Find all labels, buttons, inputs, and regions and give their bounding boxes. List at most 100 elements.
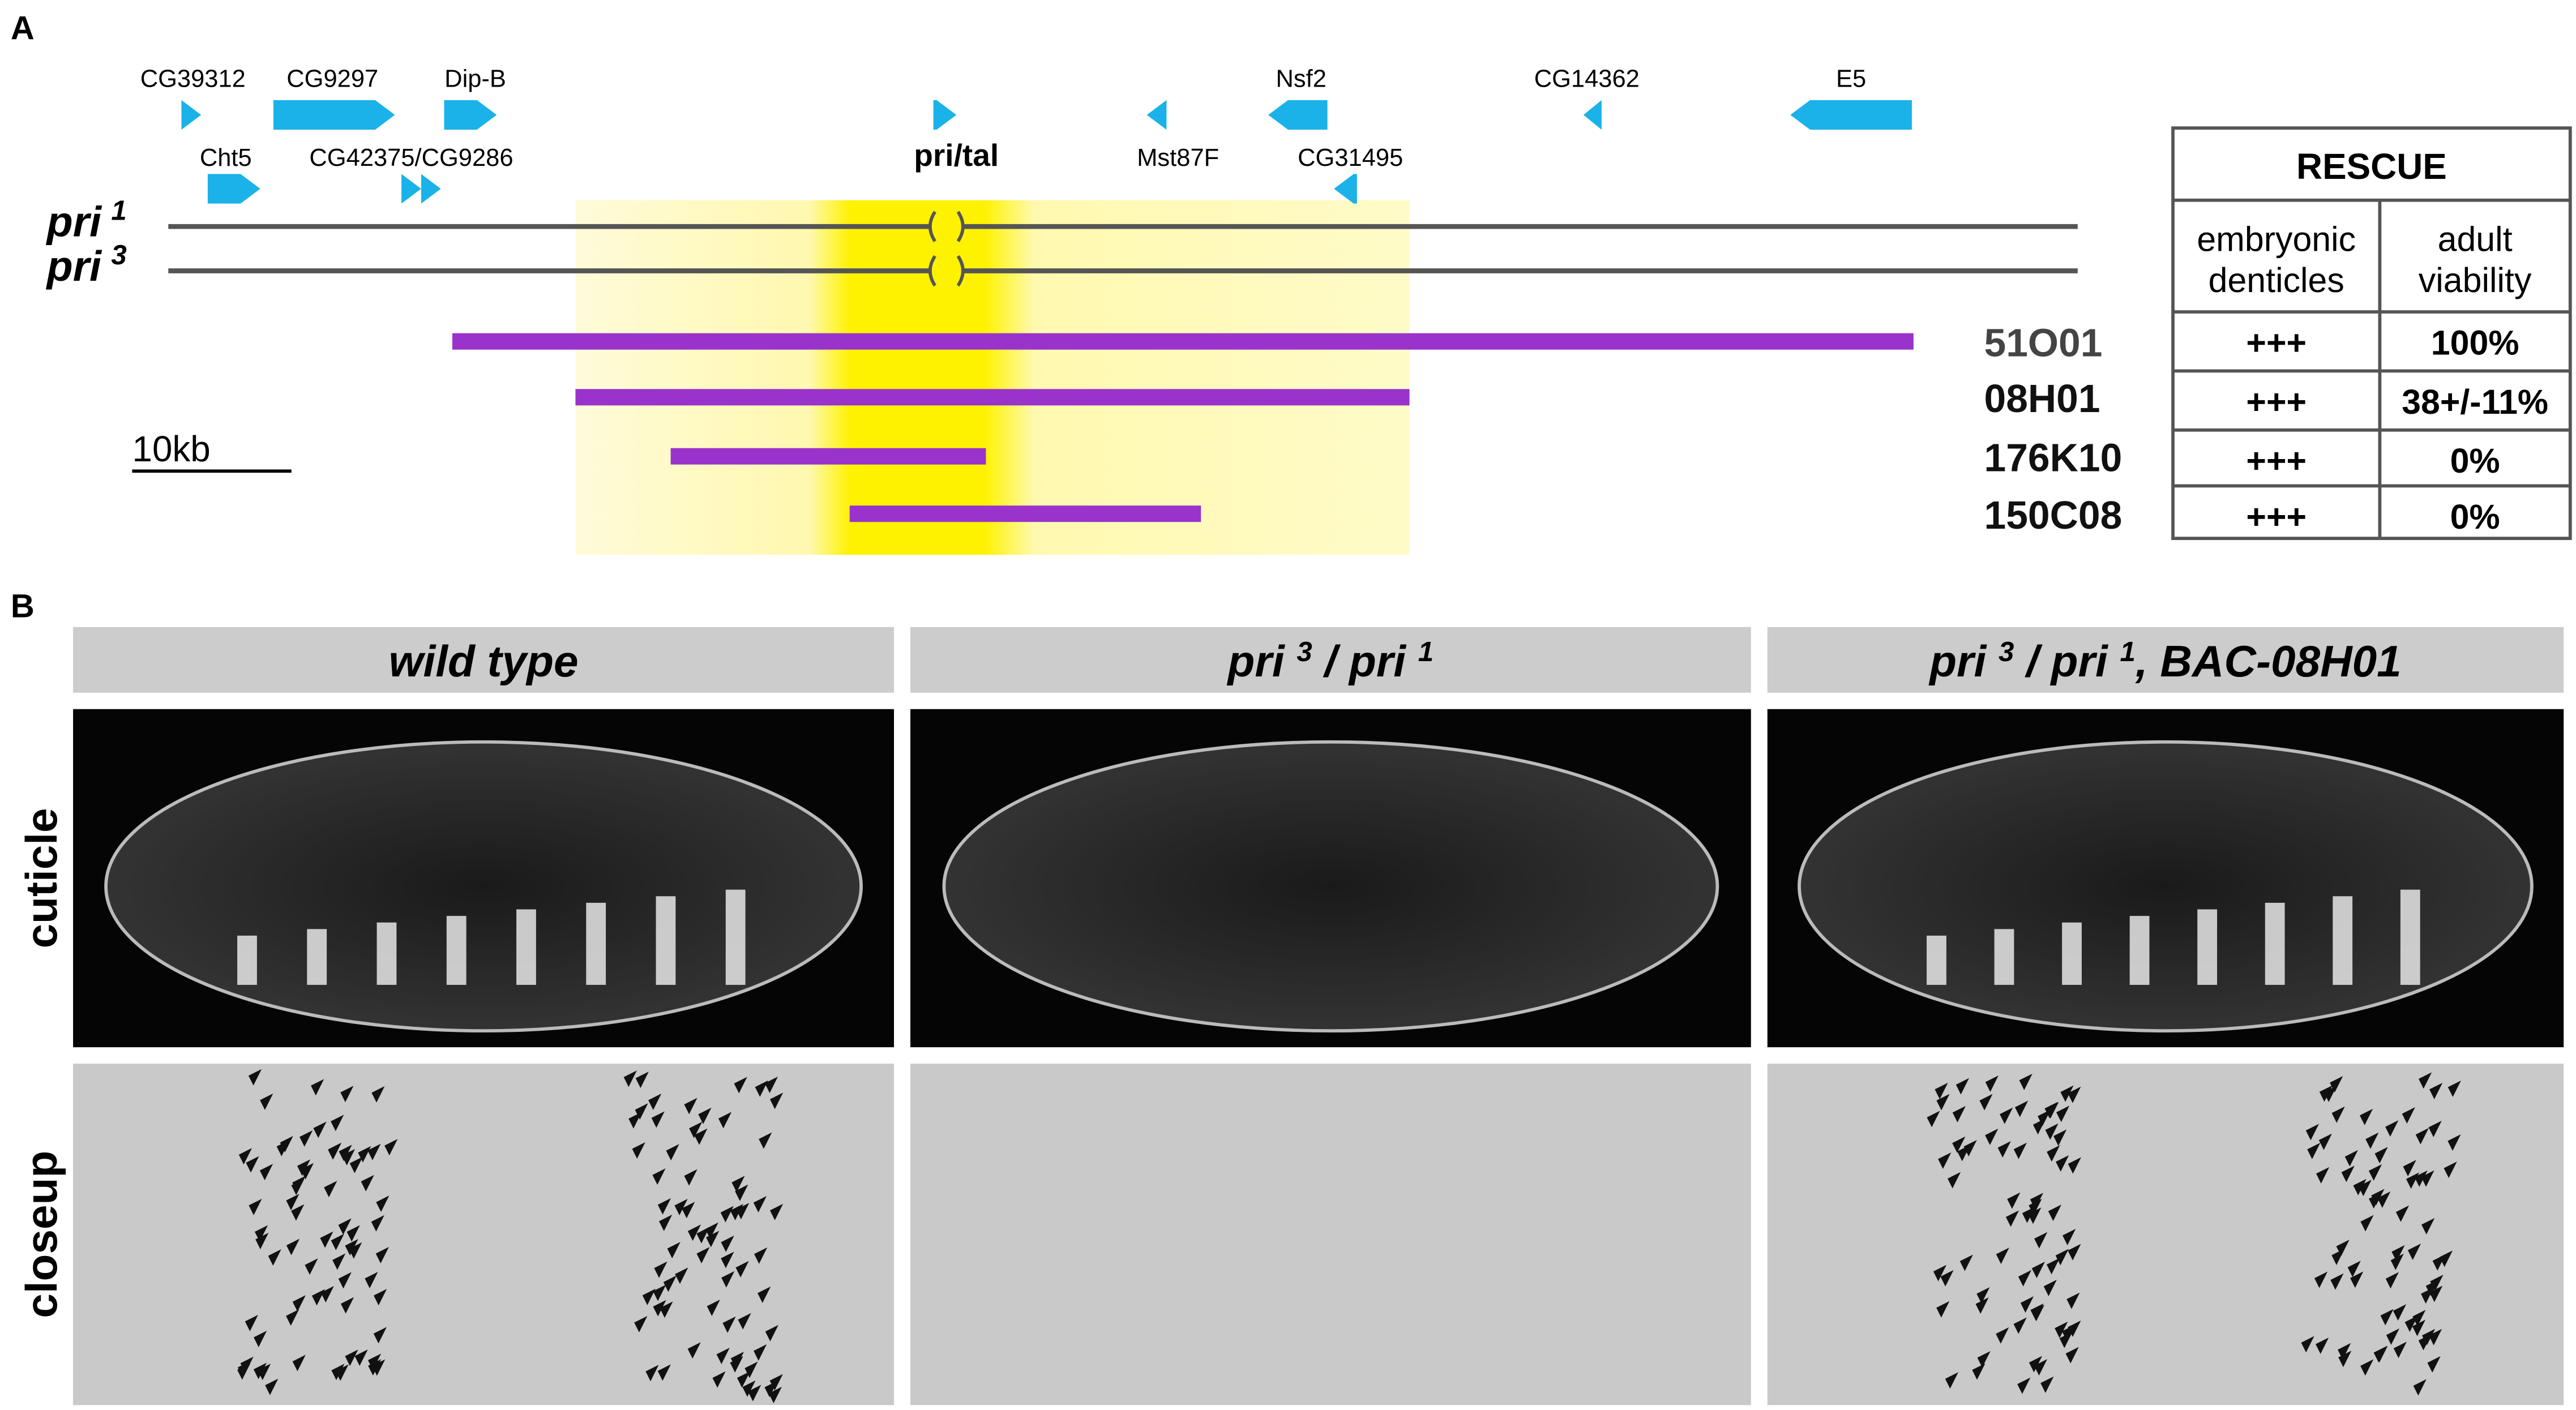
denticle — [254, 1331, 267, 1348]
denticle — [2429, 1082, 2443, 1099]
denticle — [245, 1314, 258, 1331]
table-cell: +++ — [2246, 498, 2307, 536]
denticle — [286, 1194, 299, 1211]
denticle — [2048, 1205, 2062, 1222]
denticle — [742, 1380, 756, 1397]
denticle — [2420, 1287, 2434, 1304]
denticle — [2427, 1356, 2441, 1373]
bac-label: 51O01 — [1984, 320, 2103, 365]
denticle — [1996, 1327, 2009, 1344]
denticle — [632, 1142, 645, 1159]
denticle — [1985, 1128, 1999, 1145]
denticle — [367, 1143, 381, 1160]
denticle — [722, 1316, 736, 1333]
denticle — [734, 1077, 747, 1094]
denticle — [292, 1295, 306, 1312]
title-text: wild type — [389, 636, 579, 686]
denticle — [712, 1371, 726, 1388]
denticle — [730, 1351, 744, 1368]
bac-label: 08H01 — [1984, 376, 2100, 421]
denticle — [373, 1327, 387, 1344]
denticle — [764, 1381, 778, 1398]
title-sup: 1 — [1418, 636, 1434, 667]
denticle — [2068, 1086, 2081, 1103]
denticle — [240, 1356, 254, 1373]
denticle — [623, 1070, 637, 1087]
denticle — [721, 1235, 734, 1252]
denticle — [718, 1112, 732, 1129]
denticle — [696, 1247, 710, 1264]
table-cell: 38+/-11% — [2402, 383, 2548, 421]
denticle — [2386, 1328, 2400, 1345]
denticle — [371, 1086, 385, 1103]
denticle — [682, 1202, 695, 1219]
denticle — [2059, 1331, 2073, 1348]
denticle — [1936, 1301, 1950, 1318]
deletion-mark — [928, 211, 965, 242]
denticle — [652, 1168, 666, 1185]
denticle — [667, 1242, 681, 1259]
denticle — [320, 1285, 334, 1302]
denticle — [1927, 1111, 1940, 1128]
denticle — [260, 1093, 273, 1110]
denticle — [2336, 1240, 2350, 1257]
denticle — [286, 1238, 300, 1255]
denticle — [1933, 1265, 1947, 1282]
table-title: RESCUE — [2296, 146, 2447, 187]
denticle — [341, 1148, 356, 1165]
title-sup: 3 — [1999, 636, 2014, 667]
denticle — [706, 1231, 720, 1248]
denticle — [1997, 1141, 2011, 1158]
denticle — [268, 1249, 281, 1266]
denticle — [758, 1286, 771, 1303]
denticle — [346, 1225, 360, 1242]
denticle — [238, 1148, 253, 1165]
denticle — [2055, 1249, 2069, 1266]
denticle — [2391, 1245, 2405, 1262]
denticle — [2385, 1120, 2399, 1137]
denticle-band — [2197, 909, 2218, 985]
denticle — [339, 1145, 352, 1162]
denticle — [642, 1288, 656, 1305]
denticle — [2380, 1309, 2394, 1326]
denticle-band — [2400, 889, 2420, 985]
denticle — [659, 1214, 673, 1231]
denticle — [2065, 1347, 2079, 1364]
denticle — [2331, 1106, 2345, 1123]
gene-arrow — [181, 100, 202, 130]
embryo — [1798, 740, 2534, 1033]
panel-label: B — [11, 588, 35, 624]
denticle — [2350, 1271, 2364, 1288]
denticle — [2034, 1359, 2048, 1376]
denticle — [2022, 1206, 2036, 1223]
denticle — [689, 1121, 703, 1138]
denticle — [2412, 1319, 2426, 1336]
denticle — [246, 1156, 259, 1173]
denticle — [748, 1385, 761, 1402]
denticle-band — [1927, 935, 1946, 985]
bac-label: 150C08 — [1984, 493, 2123, 537]
allele-sup: 1 — [111, 195, 126, 226]
denticle — [305, 1258, 318, 1275]
denticle — [2415, 1128, 2429, 1145]
denticle — [648, 1093, 662, 1110]
denticle — [684, 1169, 698, 1186]
denticle — [654, 1261, 667, 1278]
denticle — [2404, 1315, 2418, 1332]
deletion-gap — [930, 258, 963, 284]
denticle — [2045, 1123, 2059, 1140]
denticle — [265, 1378, 279, 1395]
bac-bar — [849, 505, 1201, 522]
denticle — [2068, 1244, 2081, 1261]
denticle — [335, 1364, 349, 1381]
gene-arrow — [1790, 100, 1912, 130]
gene-label: Mst87F — [1137, 144, 1219, 172]
denticle — [361, 1175, 374, 1192]
denticle — [313, 1121, 327, 1138]
table-header: denticles — [2209, 261, 2344, 299]
denticle — [2365, 1132, 2379, 1149]
gene-label: Cht5 — [200, 144, 252, 172]
denticle — [374, 1289, 387, 1306]
denticle — [744, 1361, 758, 1378]
table-cell: +++ — [2246, 383, 2307, 421]
